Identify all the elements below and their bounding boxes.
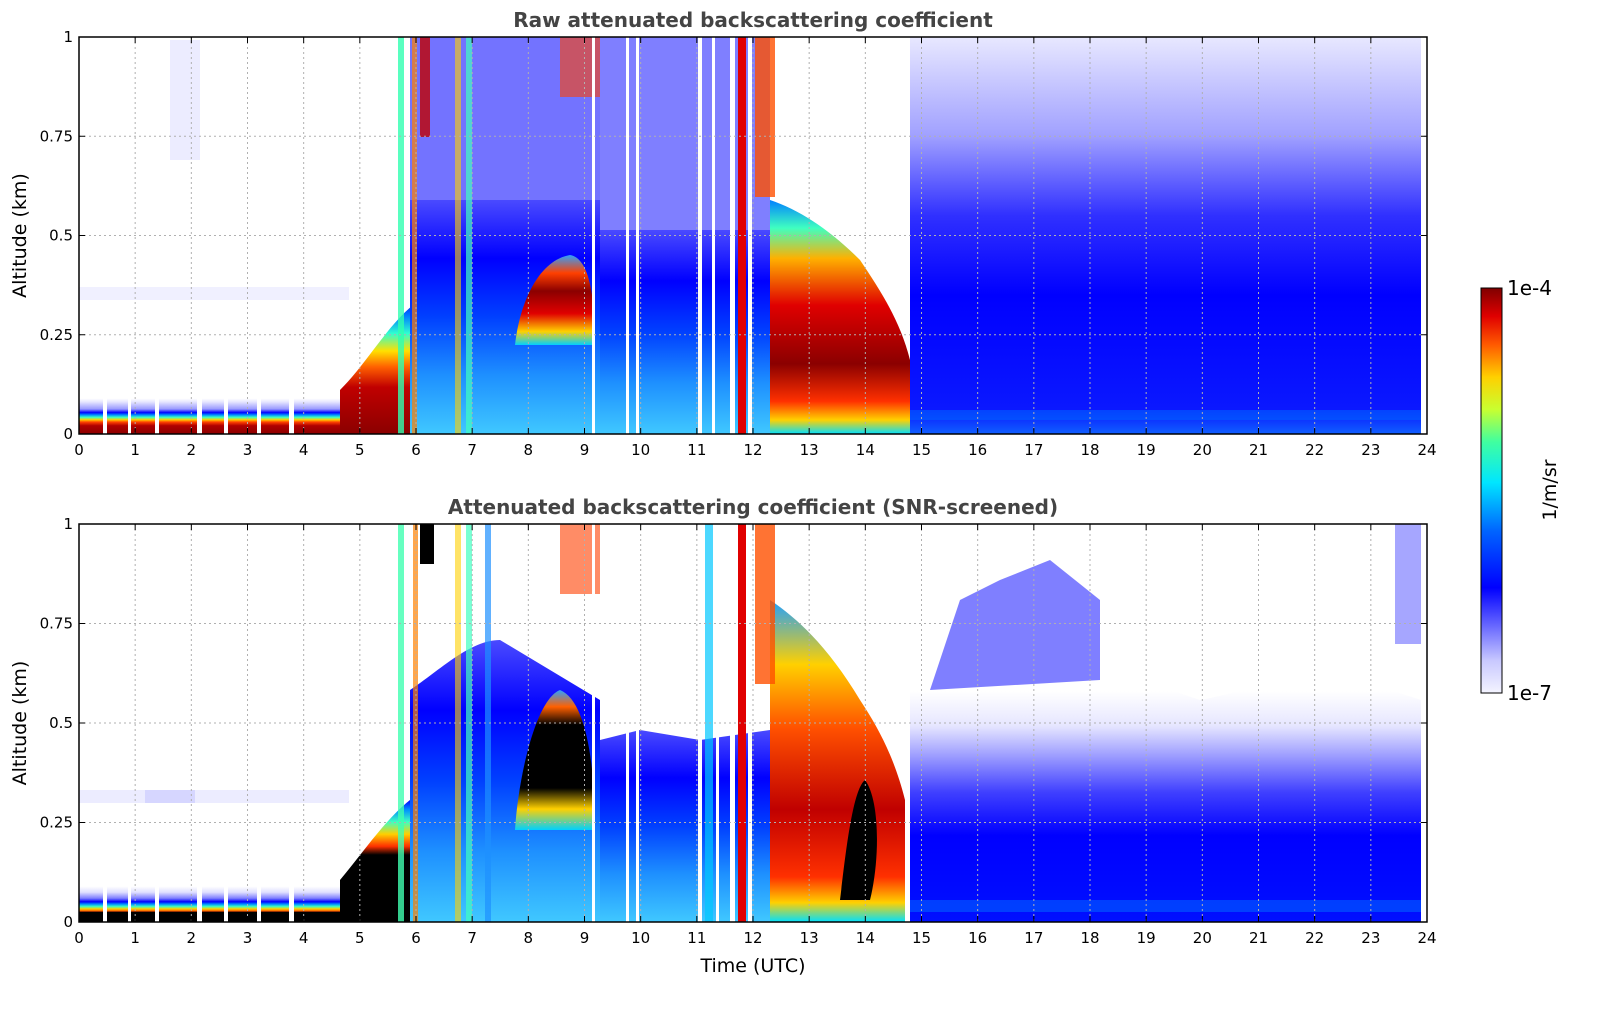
bottom-x-tick-label: 7 (467, 929, 477, 947)
top-x-tick-label: 18 (1080, 441, 1099, 459)
top-y-axis-label: Altitude (km) (9, 173, 31, 298)
colorbar-min-label: 1e-7 (1507, 681, 1552, 705)
bottom-x-tick-label: 17 (1024, 929, 1043, 947)
top-x-tick-label: 17 (1024, 441, 1043, 459)
bottom-y-tick-label: 0.25 (40, 814, 73, 832)
x-axis-label: Time (UTC) (699, 955, 805, 977)
bottom-x-tick-label: 18 (1080, 929, 1099, 947)
bottom-x-tick-label: 13 (800, 929, 819, 947)
bottom-x-tick-label: 2 (187, 929, 197, 947)
top-x-tick-label: 2 (187, 441, 197, 459)
top-x-tick-label: 6 (411, 441, 421, 459)
bottom-x-tick-label: 10 (631, 929, 650, 947)
bottom-x-tick-label: 6 (411, 929, 421, 947)
bottom-y-tick-label: 0.75 (40, 615, 73, 633)
bottom-x-tick-label: 22 (1305, 929, 1324, 947)
top-y-tick-label: 0 (63, 425, 73, 443)
colorbar-max-label: 1e-4 (1507, 276, 1552, 300)
bottom-x-tick-label: 21 (1249, 929, 1268, 947)
top-x-tick-label: 5 (355, 441, 365, 459)
bottom-ticks: 0 1 2 3 4 5 6 7 8 9 10 11 12 13 14 15 16 17 18 19 20 21 22 23 24… (40, 515, 1437, 947)
top-x-tick-label: 14 (856, 441, 875, 459)
top-x-tick-label: 20 (1193, 441, 1212, 459)
top-y-tick-label: 0.25 (40, 326, 73, 344)
bottom-x-tick-label: 4 (299, 929, 309, 947)
top-x-tick-label: 19 (1137, 441, 1156, 459)
colorbar-gradient (1480, 287, 1503, 694)
bottom-grid (79, 524, 1427, 922)
bottom-x-tick-label: 8 (524, 929, 534, 947)
bottom-y-tick-label: 0.5 (49, 714, 73, 732)
top-x-tick-label: 22 (1305, 441, 1324, 459)
top-y-tick-label: 1 (63, 28, 73, 46)
bottom-x-tick-label: 11 (687, 929, 706, 947)
top-x-tick-label: 13 (800, 441, 819, 459)
bottom-x-tick-label: 0 (74, 929, 84, 947)
top-x-tick-label: 21 (1249, 441, 1268, 459)
bottom-x-tick-label: 14 (856, 929, 875, 947)
bottom-x-tick-label: 19 (1137, 929, 1156, 947)
top-x-tick-label: 9 (580, 441, 590, 459)
top-x-tick-label: 23 (1361, 441, 1380, 459)
top-x-tick-label: 3 (243, 441, 253, 459)
bottom-x-tick-label: 12 (743, 929, 762, 947)
bottom-x-tick-label: 23 (1361, 929, 1380, 947)
top-x-tick-label: 8 (524, 441, 534, 459)
colorbar: 1e-4 1e-7 1/m/sr (1480, 276, 1561, 705)
bottom-y-tick-label: 1 (63, 515, 73, 533)
top-y-tick-label: 0.5 (49, 227, 73, 245)
bottom-x-tick-label: 15 (912, 929, 931, 947)
top-x-tick-label: 4 (299, 441, 309, 459)
bottom-chart-title: Attenuated backscattering coefficient (S… (448, 495, 1058, 519)
top-ticks: 0 1 2 3 4 5 6 7 8 9 10 11 12 13 14 15 16 17 18 19 20 21 22 23 24… (40, 28, 1437, 459)
top-x-tick-label: 7 (467, 441, 477, 459)
top-x-tick-label: 11 (687, 441, 706, 459)
top-y-tick-label: 0.75 (40, 127, 73, 145)
top-x-tick-label: 12 (743, 441, 762, 459)
top-x-tick-label: 24 (1417, 441, 1436, 459)
bottom-y-tick-label: 0 (63, 913, 73, 931)
bottom-x-tick-label: 5 (355, 929, 365, 947)
bottom-x-tick-label: 16 (968, 929, 987, 947)
bottom-x-tick-label: 1 (130, 929, 140, 947)
top-x-tick-label: 15 (912, 441, 931, 459)
top-chart-title: Raw attenuated backscattering coefficien… (513, 8, 993, 32)
top-x-tick-label: 1 (130, 441, 140, 459)
top-grid (79, 37, 1427, 434)
bottom-y-axis-label: Altitude (km) (9, 661, 31, 786)
raw-backscatter-panel: Raw attenuated backscattering coefficien… (9, 8, 1437, 459)
screened-backscatter-panel: Attenuated backscattering coefficient (S… (9, 495, 1437, 977)
bottom-x-tick-label: 3 (243, 929, 253, 947)
top-x-tick-label: 16 (968, 441, 987, 459)
colorbar-unit-label: 1/m/sr (1539, 459, 1561, 520)
top-x-tick-label: 0 (74, 441, 84, 459)
bottom-x-tick-label: 9 (580, 929, 590, 947)
top-x-tick-label: 10 (631, 441, 650, 459)
bottom-x-tick-label: 20 (1193, 929, 1212, 947)
bottom-x-tick-label: 24 (1417, 929, 1436, 947)
